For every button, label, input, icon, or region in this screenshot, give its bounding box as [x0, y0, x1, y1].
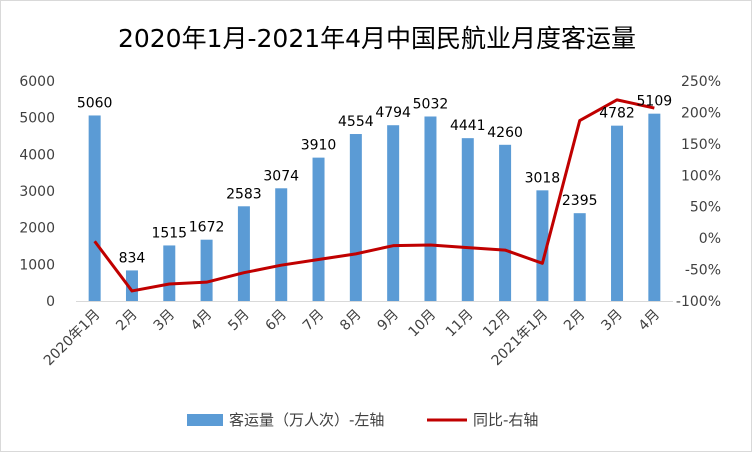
x-tick-label: 11月 — [443, 307, 477, 341]
right-axis-tick-label: 200% — [681, 105, 721, 121]
bar — [573, 213, 586, 301]
x-tick-label: 12月 — [480, 307, 514, 341]
legend-label-line: 同比-右轴 — [473, 411, 538, 429]
x-tick-label: 3月 — [151, 307, 179, 335]
bar-data-label: 5109 — [637, 94, 673, 110]
bar-data-label: 4441 — [450, 118, 486, 134]
x-tick-label: 8月 — [337, 307, 365, 335]
left-axis-tick-label: 2000 — [19, 221, 55, 237]
bar — [275, 188, 288, 301]
legend-swatch-bar — [187, 414, 223, 426]
x-tick-label: 2020年1月 — [41, 307, 104, 370]
bar — [237, 206, 250, 301]
left-axis: 0 1000 2000 3000 4000 5000 6000 — [19, 74, 55, 310]
x-tick-label: 6月 — [263, 307, 291, 335]
bar — [536, 190, 549, 301]
x-tick-label: 2月 — [113, 307, 141, 335]
bar-data-label: 5032 — [413, 96, 449, 112]
bar — [424, 116, 437, 301]
left-axis-tick-label: 1000 — [19, 257, 55, 273]
bar-data-label: 3018 — [525, 170, 561, 186]
right-axis: -100% -50% 0% 50% 100% 150% 200% 250% — [676, 74, 721, 310]
x-tick-label: 4月 — [636, 307, 664, 335]
bar — [88, 115, 101, 301]
bar-data-label: 1515 — [151, 225, 187, 241]
bar-data-label: 2583 — [226, 186, 262, 202]
x-tick-label: 2月 — [561, 307, 589, 335]
chart-title: 2020年1月-2021年4月中国民航业月度客运量 — [118, 24, 636, 53]
x-tick-label: 7月 — [300, 307, 328, 335]
bar — [499, 144, 512, 301]
bar-data-label: 4782 — [599, 106, 635, 122]
right-axis-tick-label: 0% — [699, 231, 721, 247]
bar — [125, 270, 138, 301]
x-tick-label: 10月 — [405, 307, 439, 341]
right-axis-tick-label: -100% — [676, 294, 721, 310]
yoy-line — [93, 98, 655, 293]
bar — [312, 157, 325, 301]
bar-data-label: 4794 — [375, 105, 411, 121]
line-series — [93, 98, 655, 293]
left-axis-tick-label: 0 — [46, 294, 55, 310]
bar-data-label: 3910 — [301, 138, 337, 154]
bar — [163, 245, 176, 301]
bar-data-label: 2395 — [562, 193, 598, 209]
bar — [387, 125, 400, 301]
right-axis-tick-label: 100% — [681, 168, 721, 184]
bar-data-label: 834 — [119, 250, 146, 266]
bar — [349, 134, 362, 301]
left-axis-tick-label: 5000 — [19, 111, 55, 127]
right-axis-tick-label: 250% — [681, 74, 721, 90]
bar-data-label: 4554 — [338, 114, 374, 130]
x-tick-label: 5月 — [225, 307, 253, 335]
left-axis-tick-label: 6000 — [19, 74, 55, 90]
bar-data-label: 4260 — [487, 125, 523, 141]
x-tick-label: 4月 — [188, 307, 216, 335]
bar-data-label: 3074 — [263, 168, 299, 184]
right-axis-tick-label: -50% — [685, 263, 721, 279]
bar — [200, 239, 213, 301]
bar — [648, 113, 661, 301]
legend: 客运量（万人次）-左轴 同比-右轴 — [187, 411, 538, 429]
bar-series — [88, 113, 661, 301]
bar — [611, 125, 624, 301]
legend-label-bar: 客运量（万人次）-左轴 — [229, 411, 384, 429]
left-axis-tick-label: 4000 — [19, 147, 55, 163]
right-axis-tick-label: 150% — [681, 137, 721, 153]
left-axis-tick-label: 3000 — [19, 184, 55, 200]
bar-data-label: 5060 — [77, 95, 113, 111]
x-tick-label: 9月 — [374, 307, 402, 335]
bar — [461, 138, 474, 301]
right-axis-tick-label: 50% — [690, 200, 721, 216]
bar-data-label: 1672 — [189, 220, 225, 236]
x-tick-label: 3月 — [598, 307, 626, 335]
